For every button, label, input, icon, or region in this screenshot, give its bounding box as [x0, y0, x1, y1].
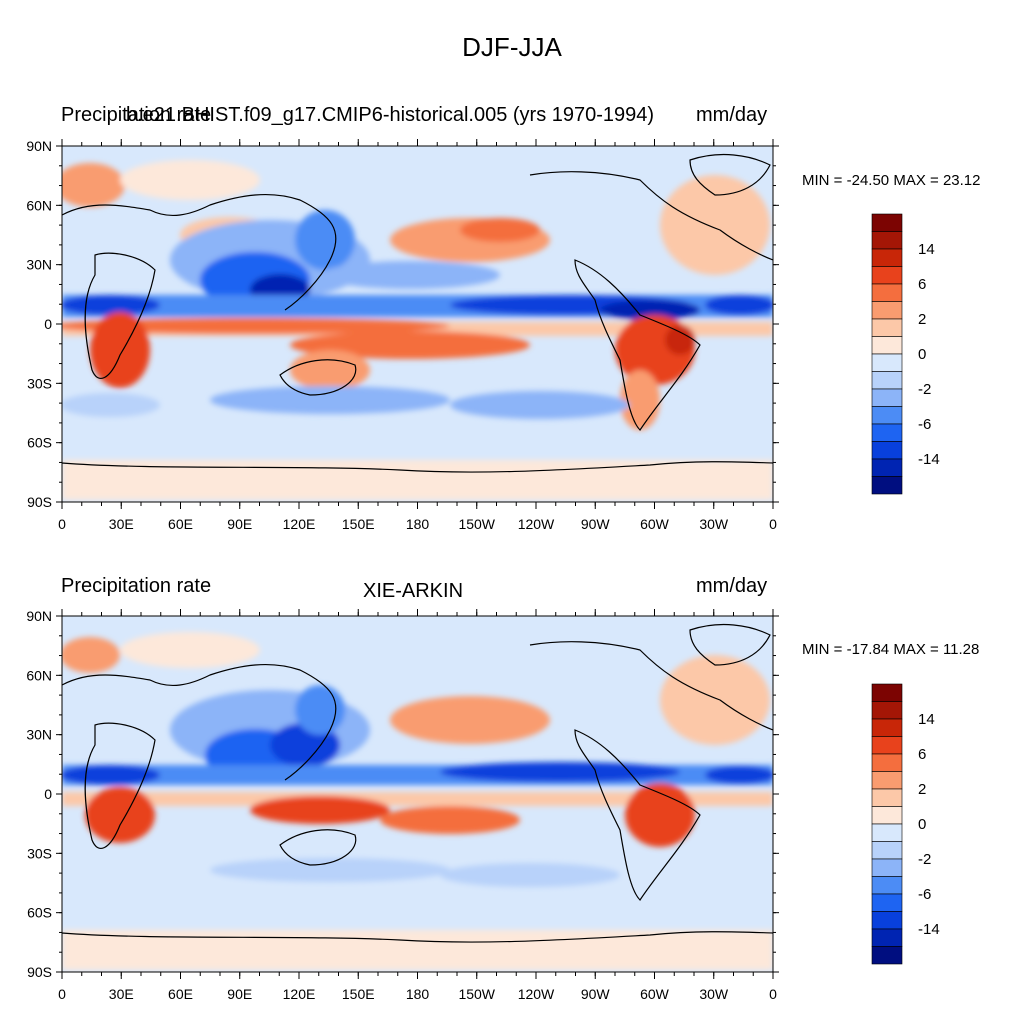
panel-2-min-value: -17.84: [846, 641, 890, 658]
lat-label: 60N: [26, 667, 52, 683]
lon-label: 60W: [640, 516, 670, 532]
lat-label: 30N: [26, 727, 52, 743]
lat-label: 90S: [27, 964, 52, 980]
panel-2-left-title: Precipitation rate: [61, 575, 212, 597]
panel-1-min-value: -24.50: [846, 172, 890, 189]
lon-label: 120E: [283, 986, 316, 1002]
panel-1-min-label: MIN =: [802, 172, 843, 189]
panel-2-min-label: MIN =: [802, 641, 843, 658]
panel-2-max-label: MAX =: [893, 641, 939, 658]
lat-label: 60S: [27, 905, 52, 921]
panel-2-max-value: 11.28: [942, 641, 980, 658]
panel-2-coastlines: [62, 623, 773, 943]
lon-label: 30W: [699, 516, 729, 532]
lat-label: 30S: [27, 845, 52, 861]
panel-2-right-title: mm/day: [696, 575, 768, 597]
panel-1-max-label: MAX =: [893, 172, 939, 189]
figure-title: DJF-JJA: [462, 32, 562, 62]
panel-1-precip-field: [62, 160, 773, 500]
lat-label: 0: [44, 316, 52, 332]
lon-label: 90E: [227, 516, 252, 532]
panel-1-max-value: 23.12: [942, 172, 981, 189]
panel-1-right-title: mm/day: [696, 104, 768, 126]
panel-1-coastlines: [62, 153, 773, 473]
lon-label: 150W: [458, 516, 495, 532]
lon-label: 150E: [342, 516, 375, 532]
lon-label: 60E: [168, 986, 193, 1002]
panel-1-minmax: MIN = -24.50 MAX = 23.12: [802, 172, 980, 189]
lon-label: 150E: [342, 986, 375, 1002]
lon-label: 30E: [109, 516, 134, 532]
lat-label: 60N: [26, 197, 52, 213]
panel-1-center-title: b.e21.BHIST.f09_g17.CMIP6-historical.005…: [126, 104, 655, 126]
lon-label: 120W: [518, 516, 555, 532]
lon-label: 0: [58, 986, 66, 1002]
lon-label: 60E: [168, 516, 193, 532]
lat-label: 90N: [26, 608, 52, 624]
panel-2-center-title: XIE-ARKIN: [363, 580, 464, 602]
lon-label: 120W: [518, 986, 555, 1002]
lon-label: 0: [58, 516, 66, 532]
lon-label: 0: [769, 516, 777, 532]
map-axes: 90N 60N 30N 0 30S 60S 90S 0 30E 60E 90E 120E 150E 180…: [26, 138, 779, 1002]
lon-label: 30E: [109, 986, 134, 1002]
lat-label: 60S: [27, 435, 52, 451]
panel-1-left-title: Precipitation rate: [61, 104, 212, 126]
lat-label: 30S: [27, 375, 52, 391]
lon-label: 180: [406, 516, 430, 532]
panel-2-map: [62, 616, 773, 972]
panel-1-map: [62, 146, 773, 502]
lon-label: 90W: [581, 986, 611, 1002]
lon-label: 60W: [640, 986, 670, 1002]
lon-label: 90W: [581, 516, 611, 532]
lon-label: 90E: [227, 986, 252, 1002]
lon-label: 30W: [699, 986, 729, 1002]
lon-label: 150W: [458, 986, 495, 1002]
lat-label: 0: [44, 786, 52, 802]
panel-2-minmax: MIN = -17.84 MAX = 11.28: [802, 641, 979, 658]
lat-label: 30N: [26, 257, 52, 273]
lat-label: 90S: [27, 494, 52, 510]
lon-label: 120E: [283, 516, 316, 532]
lon-label: 0: [769, 986, 777, 1002]
lon-label: 180: [406, 986, 430, 1002]
lat-label: 90N: [26, 138, 52, 154]
